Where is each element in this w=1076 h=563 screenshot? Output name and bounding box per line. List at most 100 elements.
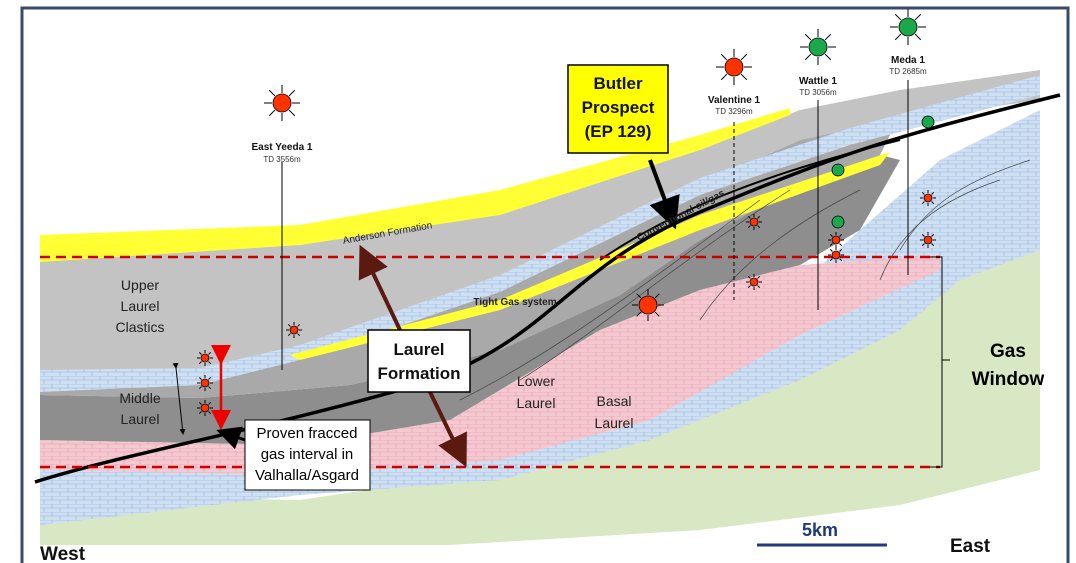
ray bbox=[287, 323, 291, 327]
ray bbox=[720, 73, 728, 81]
ray bbox=[208, 401, 212, 405]
show-dot bbox=[921, 115, 935, 129]
ray bbox=[636, 293, 642, 299]
callout-text: (EP 129) bbox=[585, 122, 652, 141]
ray bbox=[747, 215, 751, 219]
ray bbox=[654, 293, 660, 299]
well-symbol bbox=[197, 350, 213, 366]
unit-label: Upper bbox=[121, 277, 159, 293]
ray bbox=[198, 376, 202, 380]
laurel-arrow bbox=[428, 391, 467, 468]
well-depth: TD 2685m bbox=[889, 67, 927, 76]
gas-window-limits bbox=[40, 255, 940, 469]
callout-text: gas interval in bbox=[261, 446, 354, 463]
ray bbox=[757, 285, 761, 289]
ray bbox=[208, 376, 212, 380]
butler-box bbox=[567, 64, 669, 154]
laurel-arrow bbox=[358, 244, 402, 331]
ray bbox=[824, 33, 832, 41]
icons bbox=[197, 9, 936, 416]
unit-label: Basal bbox=[596, 393, 631, 409]
unit-label: Clastics bbox=[115, 319, 164, 335]
symbol-dot bbox=[638, 295, 658, 315]
ray bbox=[931, 233, 935, 237]
ray bbox=[839, 243, 843, 247]
ray bbox=[757, 215, 761, 219]
direction-label: West bbox=[40, 544, 86, 563]
unit-label: Laurel bbox=[517, 395, 556, 411]
well-symbol bbox=[828, 247, 844, 263]
ray bbox=[198, 411, 202, 415]
callout-text: Laurel bbox=[393, 340, 444, 359]
ray bbox=[208, 386, 212, 390]
ray bbox=[297, 333, 301, 337]
ray bbox=[894, 33, 902, 41]
well-depth: TD 3296m bbox=[715, 107, 753, 116]
ray bbox=[829, 243, 833, 247]
well-name: East Yeeda 1 bbox=[252, 142, 313, 153]
ray bbox=[839, 248, 843, 252]
ray bbox=[636, 311, 642, 317]
ray bbox=[720, 53, 728, 61]
symbol-dot bbox=[898, 17, 918, 37]
ray bbox=[804, 33, 812, 41]
ray bbox=[921, 243, 925, 247]
ray bbox=[208, 351, 212, 355]
ray bbox=[931, 191, 935, 195]
well-symbol bbox=[890, 9, 926, 45]
ray bbox=[931, 201, 935, 205]
callout-text: Butler bbox=[593, 74, 643, 93]
gas-window-label: Window bbox=[972, 369, 1045, 390]
ray bbox=[654, 311, 660, 317]
ray bbox=[829, 258, 833, 262]
ray bbox=[740, 53, 748, 61]
butler-arrow bbox=[648, 159, 680, 230]
strata bbox=[34, 70, 1061, 545]
well-symbol bbox=[197, 400, 213, 416]
symbol-dot bbox=[808, 37, 828, 57]
ray bbox=[914, 33, 922, 41]
unit-label: Middle bbox=[119, 390, 160, 406]
ray bbox=[288, 109, 296, 117]
well-name: Meda 1 bbox=[891, 55, 925, 66]
ray bbox=[208, 411, 212, 415]
ray bbox=[268, 89, 276, 97]
gas-window-label: Gas bbox=[990, 341, 1026, 362]
ray bbox=[208, 361, 212, 365]
proven-box bbox=[244, 419, 371, 491]
ray bbox=[931, 243, 935, 247]
ray bbox=[747, 285, 751, 289]
show-dot bbox=[831, 215, 845, 229]
ray bbox=[839, 258, 843, 262]
well-symbol bbox=[800, 29, 836, 65]
show-dot bbox=[831, 163, 845, 177]
ray bbox=[921, 201, 925, 205]
ray bbox=[824, 53, 832, 61]
well-symbol bbox=[920, 190, 936, 206]
well-name: Wattle 1 bbox=[799, 76, 837, 87]
ray bbox=[804, 53, 812, 61]
gas-window-bracket bbox=[930, 256, 950, 468]
unit-label: Laurel bbox=[121, 411, 160, 427]
symbol-dot bbox=[831, 250, 841, 260]
unit-label: Laurel bbox=[121, 298, 160, 314]
well-symbol bbox=[746, 214, 762, 230]
symbol-dot bbox=[749, 217, 759, 227]
symbol-dot bbox=[831, 235, 841, 245]
ray bbox=[747, 225, 751, 229]
unit-label: Laurel bbox=[595, 415, 634, 431]
ray bbox=[921, 233, 925, 237]
symbol-dot bbox=[200, 378, 210, 388]
well-symbol bbox=[716, 49, 752, 85]
well-symbol bbox=[920, 232, 936, 248]
ray bbox=[297, 323, 301, 327]
ray bbox=[757, 275, 761, 279]
well-symbol bbox=[197, 375, 213, 391]
ray bbox=[198, 386, 202, 390]
well-lines bbox=[281, 80, 909, 370]
well-depth: TD 3056m bbox=[799, 88, 837, 97]
symbol-dot bbox=[200, 353, 210, 363]
ray bbox=[839, 233, 843, 237]
ray bbox=[757, 225, 761, 229]
